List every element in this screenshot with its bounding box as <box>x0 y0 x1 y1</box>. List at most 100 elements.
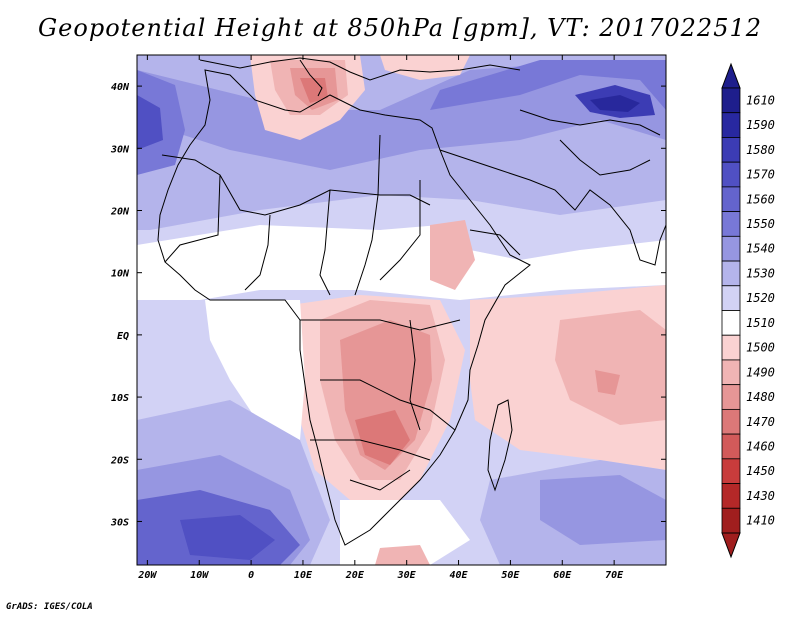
colorbar-label: 1590 <box>746 118 775 132</box>
field-indian-spot <box>595 370 620 395</box>
colorbar-label: 1580 <box>746 143 775 157</box>
lat-tick-label: 30S <box>110 517 129 528</box>
colorbar-label: 1480 <box>746 390 775 404</box>
colorbar: 1610 1590 1580 1570 1560 1550 1540 1530 1520 1510… <box>721 62 775 559</box>
field-south-red <box>375 545 430 565</box>
colorbar-swatch <box>721 334 741 361</box>
colorbar-label: 1430 <box>746 489 775 503</box>
colorbar-label: 1500 <box>746 341 775 355</box>
europe-coast <box>199 57 521 81</box>
colorbar-swatch <box>721 211 741 237</box>
colorbar-swatch <box>721 433 741 460</box>
border-mali <box>244 214 271 291</box>
colorbar-swatch <box>721 359 741 386</box>
colorbar-swatch <box>721 408 741 435</box>
colorbar-label: 1470 <box>746 415 775 429</box>
height-field <box>137 55 666 565</box>
colorbar-swatch <box>721 137 741 163</box>
border-west <box>164 174 221 263</box>
colorbar-swatch <box>721 483 741 509</box>
colorbar-swatch <box>721 260 741 287</box>
lon-tick-label: 10E <box>294 570 313 581</box>
field-asia-blue <box>430 60 666 110</box>
map-title: Geopotential Height at 850hPa [gpm], VT:… <box>38 14 762 42</box>
border-asia <box>519 109 661 136</box>
madagascar <box>487 399 513 492</box>
border-pakistan <box>559 139 651 176</box>
colorbar-label: 1460 <box>746 439 775 453</box>
border-sa <box>349 469 411 491</box>
colorbar-swatch <box>721 458 741 484</box>
lat-tick-label: 10S <box>111 393 129 404</box>
colorbar-label: 1450 <box>746 464 775 478</box>
latitude-labels: 40N 30N 20N 10N EQ 10S 20S 30S <box>110 82 130 528</box>
colorbar-label: 1540 <box>746 242 775 256</box>
lon-tick-label: 60E <box>553 570 572 581</box>
arabia-india-coast <box>439 149 666 266</box>
field-atlantic-white <box>205 300 305 440</box>
lat-tick-label: 20N <box>110 206 130 217</box>
field-south-white <box>340 500 470 565</box>
lat-tick-label: 10N <box>111 269 130 280</box>
grads-credit: GrADS: IGES/COLA <box>6 602 93 612</box>
colorbar-label: 1530 <box>746 266 775 280</box>
field-sindian-blue-2 <box>540 475 666 545</box>
field-indian-pink-2 <box>555 310 666 425</box>
colorbar-swatch <box>721 384 741 410</box>
colorbar-swatch <box>721 285 741 311</box>
latitude-axis <box>137 85 666 522</box>
field-africa-red-core <box>355 410 410 465</box>
lon-tick-label: 50E <box>501 570 520 581</box>
border-libya-chad <box>354 134 381 296</box>
field-sahel-white <box>137 225 666 300</box>
field-tibet-core <box>590 95 640 112</box>
colorbar-label: 1520 <box>746 291 775 305</box>
lon-tick-label: 0 <box>248 570 254 581</box>
lat-tick-label: 20S <box>110 455 129 466</box>
colorbar-swatch <box>721 186 741 213</box>
colorbar-label: 1490 <box>746 365 775 379</box>
lon-tick-label: 40E <box>450 570 469 581</box>
colorbar-label: 1550 <box>746 217 775 231</box>
colorbar-swatch <box>721 310 741 336</box>
field-ethiopia-red <box>430 220 475 290</box>
plot-frame <box>136 54 667 566</box>
colorbar-label: 1570 <box>746 168 775 182</box>
field-satlantic-dark <box>180 515 275 560</box>
border-north <box>161 154 431 216</box>
colorbar-swatch <box>721 235 741 262</box>
lon-tick-label: 10W <box>190 570 209 581</box>
colorbar-swatch <box>721 87 741 114</box>
colorbar-swatch <box>721 161 741 188</box>
lat-tick-label: 40N <box>111 82 130 93</box>
border-niger <box>319 189 331 296</box>
colorbar-label: 1560 <box>746 192 775 206</box>
field-med-red-core <box>300 78 328 103</box>
colorbar-top-arrow <box>721 62 741 89</box>
lat-tick-label: EQ <box>117 331 129 342</box>
longitude-labels: 20W 10W 0 10E 20E 30E 40E 50E 60E 70E <box>137 570 624 581</box>
field-blacksea-red <box>380 55 470 80</box>
italy <box>299 59 323 97</box>
colorbar-label: 1510 <box>746 316 775 330</box>
lat-tick-label: 30N <box>110 144 130 155</box>
colorbar-bottom-arrow <box>721 532 741 559</box>
lon-tick-label: 20W <box>137 570 157 581</box>
lon-tick-label: 70E <box>605 570 624 581</box>
colorbar-swatch <box>721 112 741 138</box>
colorbar-label: 1610 <box>746 93 775 107</box>
longitude-axis <box>146 55 615 565</box>
border-equator <box>300 319 461 331</box>
field-atlantic-nw-dark <box>137 95 163 150</box>
lon-tick-label: 30E <box>397 570 417 581</box>
colorbar-swatch <box>721 507 741 534</box>
lon-tick-label: 20E <box>345 570 365 581</box>
rift-lakes <box>409 319 421 431</box>
border-horn <box>469 229 521 256</box>
border-southcentral <box>320 379 456 431</box>
border-sudan <box>379 180 421 281</box>
border-south <box>310 439 431 461</box>
colorbar-label: 1410 <box>746 514 775 528</box>
coastlines <box>157 57 666 546</box>
